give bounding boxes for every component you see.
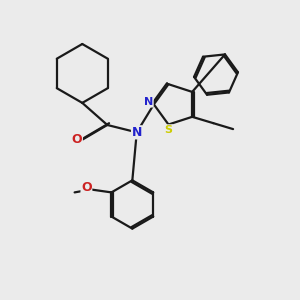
Text: N: N: [144, 97, 153, 107]
Text: N: N: [132, 126, 142, 139]
Text: O: O: [72, 133, 82, 146]
Text: S: S: [164, 125, 172, 135]
Text: O: O: [81, 181, 92, 194]
